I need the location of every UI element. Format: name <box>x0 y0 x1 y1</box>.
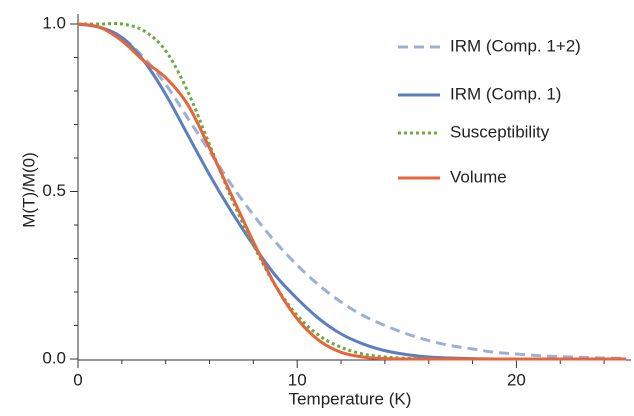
legend-label: Susceptibility <box>450 122 550 141</box>
series-line <box>77 22 627 360</box>
x-tick-label: 10 <box>288 370 307 389</box>
x-tick-label: 20 <box>507 370 526 389</box>
legend-label: Volume <box>450 167 507 186</box>
y-tick-label: 0.5 <box>42 181 66 200</box>
y-tick-label: 1.0 <box>42 13 66 32</box>
y-axis-label: M(T)/M(0) <box>19 152 38 228</box>
legend-label: IRM (Comp. 1) <box>450 84 561 103</box>
x-tick-label: 0 <box>73 370 82 389</box>
series-line <box>77 22 626 361</box>
y-tick-label: 0.0 <box>42 348 66 367</box>
x-axis-label: Temperature (K) <box>289 389 412 408</box>
legend-label: IRM (Comp. 1+2) <box>450 36 581 55</box>
